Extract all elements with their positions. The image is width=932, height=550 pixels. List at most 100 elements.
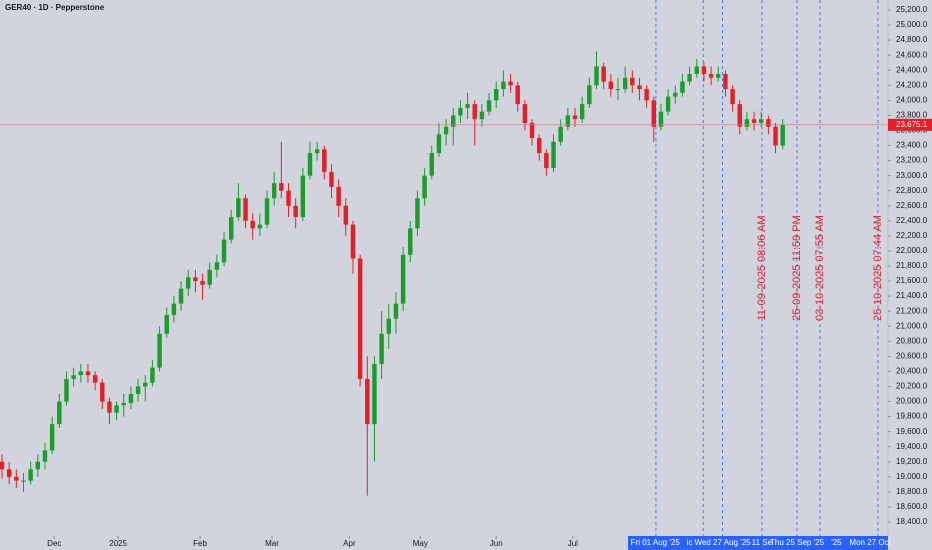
candle-body [128, 394, 134, 404]
y-tick-label: 20,000.0 [896, 397, 928, 406]
x-tick-label: Dec [47, 539, 61, 548]
candle-body [322, 149, 327, 172]
candle-body [630, 77, 635, 86]
candle-body [35, 461, 41, 470]
candle-body [522, 104, 528, 123]
candle-body [658, 111, 664, 127]
candle-body [92, 375, 98, 383]
candle-body [458, 107, 463, 116]
candle-body [751, 119, 757, 123]
candle-body [350, 224, 356, 259]
candle-body [680, 81, 685, 93]
candle-body [21, 480, 26, 482]
candle-body [737, 104, 742, 127]
candle-body [386, 318, 391, 334]
candle-body [565, 115, 571, 127]
candle-body [579, 104, 585, 120]
y-tick-label: 23,800.0 [896, 111, 928, 120]
y-tick-label: 18,600.0 [896, 502, 928, 511]
y-tick-label: 20,400.0 [896, 367, 928, 376]
chart-title: GER40 · 1D · Pepperstone [5, 3, 105, 12]
candle-body [221, 239, 227, 263]
time-label: Mon 27 Oct [849, 538, 891, 547]
candle-body [515, 85, 520, 105]
candle-body [264, 198, 270, 225]
time-label: '25 [831, 538, 842, 547]
candle-body [465, 104, 470, 108]
candle-body [558, 126, 563, 142]
time-label: Fri 01 Aug '25 [631, 538, 681, 547]
candle-body [14, 476, 19, 481]
candle-body [608, 81, 614, 90]
candle-body [536, 138, 542, 154]
time-label: 11 Se [752, 538, 773, 547]
candle-body [100, 382, 105, 402]
candle-body [28, 469, 33, 481]
candle-body [78, 371, 84, 376]
candle-body [529, 122, 535, 139]
candle-body [114, 405, 119, 413]
candle-body [243, 198, 248, 221]
time-label: Thu 25 Sep '25 [770, 538, 825, 547]
candle-body [164, 314, 169, 334]
candle-body [307, 153, 313, 176]
candle-body [637, 85, 642, 90]
time-label: ic [687, 538, 693, 547]
y-tick-label: 19,200.0 [896, 457, 928, 466]
candle-body [6, 469, 12, 477]
candle-body [57, 401, 62, 425]
candle-body [314, 149, 320, 154]
candle-body [493, 89, 499, 101]
candle-body [135, 386, 141, 395]
y-tick-label: 19,600.0 [896, 427, 928, 436]
y-tick-label: 19,800.0 [896, 412, 928, 421]
candle-body [622, 77, 628, 90]
y-tick-label: 24,200.0 [896, 80, 928, 89]
x-tick-label: May [413, 539, 428, 548]
candle-body [121, 403, 126, 406]
marker-label: 11-09-2025 08:06 AM [756, 216, 768, 321]
candle-body [343, 205, 349, 225]
y-tick-label: 24,800.0 [896, 35, 928, 44]
x-tick-label: Mar [265, 539, 279, 548]
candle-body [486, 100, 492, 112]
candle-body [587, 85, 592, 105]
candle-body [150, 367, 155, 383]
candle-body [207, 269, 212, 285]
candle-body [508, 81, 513, 86]
candle-body [665, 96, 671, 112]
candle-body [85, 371, 91, 376]
candle-body [673, 92, 678, 97]
y-tick-label: 18,400.0 [896, 517, 928, 526]
time-range-highlight [628, 536, 888, 550]
x-tick-label: Jul [568, 539, 578, 548]
y-tick-label: 25,200.0 [896, 5, 928, 14]
candle-body [300, 175, 306, 218]
y-tick-label: 23,200.0 [896, 156, 928, 165]
candle-body [257, 224, 263, 229]
candle-body [250, 220, 255, 229]
y-tick-label: 23,000.0 [896, 171, 928, 180]
x-tick-label: Jun [490, 539, 503, 548]
candle-body [744, 119, 750, 127]
marker-label: 03-10-2025 07:55 AM [814, 215, 826, 321]
y-tick-label: 21,800.0 [896, 261, 928, 270]
y-tick-label: 21,200.0 [896, 306, 928, 315]
candle-body [329, 171, 334, 187]
candle-body [279, 183, 284, 191]
candle-body [701, 66, 707, 75]
y-tick-label: 19,000.0 [896, 472, 928, 481]
candle-body [615, 89, 621, 91]
candle-body [372, 363, 377, 425]
candle-body [379, 333, 384, 364]
candle-body [472, 104, 477, 120]
marker-label: 25-09-2025 11:59 PM [791, 215, 803, 321]
candle-body [107, 401, 112, 413]
candle-body [759, 119, 764, 123]
candle-body [651, 100, 657, 127]
x-tick-label: Apr [343, 539, 356, 548]
candle-body [544, 153, 549, 169]
candle-body [171, 303, 177, 315]
price-label: 23,675.1 [896, 120, 928, 129]
candle-body [551, 141, 556, 169]
